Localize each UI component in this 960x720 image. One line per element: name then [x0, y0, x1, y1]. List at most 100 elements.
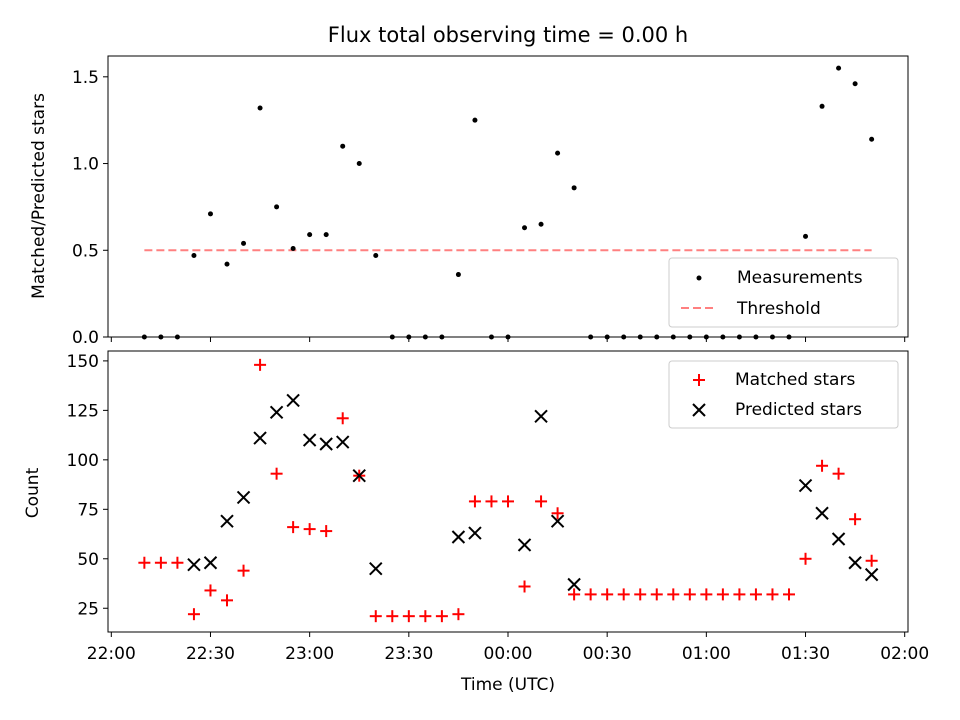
measurement-point [455, 272, 461, 278]
matched-stars-point [468, 495, 481, 508]
measurement-point [323, 232, 329, 238]
measurement-point [803, 233, 809, 239]
predicted-stars-point [550, 514, 565, 528]
predicted-stars-point [864, 567, 879, 582]
matched-stars-point [733, 588, 746, 601]
matched-stars-point [369, 610, 382, 623]
measurement-point [836, 65, 842, 71]
matched-stars-point [386, 610, 399, 623]
measurement-point [340, 143, 346, 149]
measurement-point [869, 136, 875, 142]
bottom-y-axis-label: Count [23, 467, 43, 518]
top-y-tick-label: 1.5 [72, 68, 99, 88]
predicted-stars-point [369, 561, 383, 576]
bottom-x-tick-label: 01:30 [781, 644, 830, 664]
predicted-stars-point [286, 393, 300, 408]
matched-stars-point [634, 588, 647, 601]
predicted-stars-point [236, 490, 251, 505]
matched-stars-point [171, 556, 184, 569]
predicted-stars-point [253, 431, 267, 445]
bottom-y-tick-label: 25 [77, 599, 99, 619]
predicted-stars-point [798, 478, 813, 493]
matched-stars-point [402, 610, 415, 623]
matched-stars-point [667, 588, 680, 601]
bottom-y-tick-label: 100 [67, 451, 99, 471]
measurement-point [819, 103, 825, 109]
bottom-y-tick-label: 50 [77, 550, 99, 570]
matched-stars-point [187, 608, 200, 621]
matched-stars-point [419, 610, 432, 623]
predicted-stars-point [815, 506, 829, 520]
matched-stars-point [485, 495, 498, 508]
matched-legend-marker [693, 374, 705, 386]
matched-stars-point [287, 521, 300, 534]
matched-stars-point [452, 608, 465, 621]
bottom-y-tick-label: 125 [67, 401, 99, 421]
predicted-stars-point [336, 435, 350, 449]
predicted-stars-point [567, 577, 581, 592]
bottom-legend: Matched stars Predicted stars [668, 360, 899, 429]
matched-stars-point [254, 358, 267, 371]
threshold-legend-label: Threshold [736, 299, 821, 319]
bottom-x-tick-label: 02:00 [880, 644, 929, 664]
matched-stars-point [700, 588, 713, 601]
bottom-axes-frame [107, 350, 909, 633]
top-axes-frame [107, 55, 909, 338]
matched-stars-point [782, 588, 795, 601]
matched-stars-point [336, 412, 349, 425]
predicted-stars-point [517, 538, 532, 552]
bottom-x-tick-label: 01:00 [682, 644, 731, 664]
predicted-stars-point [203, 556, 218, 570]
predicted-stars-point [534, 409, 548, 424]
matched-stars-point [832, 467, 845, 480]
matched-stars-point [749, 588, 762, 601]
top-y-tick-label: 1.0 [72, 155, 99, 175]
measurement-point [307, 232, 313, 238]
matched-stars-point [865, 554, 878, 567]
matched-legend-label: Matched stars [735, 370, 855, 390]
measurement-point [472, 117, 478, 123]
matched-stars-point [617, 588, 630, 601]
predicted-stars-point [451, 530, 466, 544]
predicted-stars-point [352, 468, 366, 483]
measurement-point [207, 211, 213, 217]
matched-stars-point [502, 495, 514, 508]
measurements-legend-label: Measurements [737, 268, 863, 288]
predicted-stars-point [220, 514, 234, 528]
matched-stars-point [816, 459, 829, 472]
predicted-legend-marker [692, 403, 706, 417]
top-legend-box [668, 257, 899, 328]
matched-stars-point [237, 564, 250, 577]
bottom-x-tick-label: 23:30 [384, 644, 433, 664]
bottom-x-tick-label: 22:00 [87, 644, 136, 664]
x-axis-label: Time (UTC) [460, 675, 555, 695]
matched-stars-point [204, 584, 217, 597]
predicted-stars-point [187, 558, 201, 572]
measurement-point [257, 105, 263, 111]
measurement-point [571, 185, 577, 191]
bottom-y-tick-label: 75 [77, 500, 99, 520]
predicted-stars-point [468, 526, 482, 540]
predicted-stars-point [319, 437, 333, 451]
measurement-point [356, 161, 362, 167]
matched-stars-point [270, 467, 283, 480]
matched-stars-point [766, 588, 779, 601]
matched-stars-point [138, 556, 151, 569]
matched-stars-point [535, 495, 548, 508]
matched-stars-point [799, 552, 812, 565]
bottom-x-tick-label: 00:00 [484, 644, 533, 664]
bottom-x-tick-label: 00:30 [583, 644, 632, 664]
predicted-stars-point [831, 532, 846, 546]
predicted-stars-point [848, 556, 862, 570]
measurements-legend-marker [696, 275, 702, 281]
matched-stars-point [551, 507, 564, 520]
matched-stars-point [320, 525, 333, 538]
matched-stars-point [650, 588, 663, 601]
bottom-legend-box [668, 360, 899, 429]
measurement-point [241, 240, 247, 246]
measurement-point [522, 225, 528, 231]
matched-stars-point [716, 588, 729, 601]
bottom-plot-area: 25 50 75 100 125 150 22:00 22:30 23:00 23:30 00:00… [67, 350, 929, 664]
